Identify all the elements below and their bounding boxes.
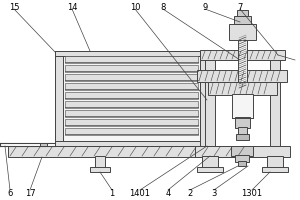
Bar <box>65 101 198 108</box>
Text: 1: 1 <box>110 188 115 198</box>
Bar <box>232 94 253 118</box>
Bar <box>200 50 285 60</box>
Bar <box>208 82 277 95</box>
Bar <box>202 156 218 168</box>
Bar <box>55 141 200 146</box>
Text: 1401: 1401 <box>130 188 151 198</box>
Text: 6: 6 <box>7 188 13 198</box>
Bar <box>229 24 256 40</box>
Bar <box>65 83 198 90</box>
Bar <box>197 70 287 82</box>
Bar <box>200 51 214 146</box>
Text: 1301: 1301 <box>242 188 262 198</box>
Bar <box>270 56 280 146</box>
Bar <box>65 110 198 117</box>
Bar <box>65 128 198 135</box>
Bar <box>262 167 288 172</box>
Text: 7: 7 <box>237 2 243 11</box>
Text: 2: 2 <box>188 188 193 198</box>
Text: 15: 15 <box>9 2 19 11</box>
Bar <box>235 117 250 128</box>
Bar <box>55 51 63 146</box>
Bar <box>55 51 200 146</box>
Text: 8: 8 <box>160 2 166 11</box>
Bar <box>235 155 249 162</box>
Bar <box>65 56 198 63</box>
Bar <box>8 146 263 157</box>
Text: 4: 4 <box>165 188 171 198</box>
Text: 14: 14 <box>67 2 77 11</box>
Bar <box>238 40 247 90</box>
Bar <box>231 146 253 156</box>
Bar <box>236 134 249 140</box>
Text: 17: 17 <box>25 188 35 198</box>
Text: 3: 3 <box>211 188 217 198</box>
Bar <box>65 74 198 81</box>
Bar <box>195 146 290 157</box>
Bar <box>65 65 198 72</box>
Bar <box>65 119 198 126</box>
Bar <box>267 156 283 168</box>
Bar <box>234 16 251 24</box>
Bar <box>65 92 198 99</box>
Bar <box>205 56 215 146</box>
Bar <box>55 51 200 56</box>
Bar <box>237 10 248 16</box>
Text: 9: 9 <box>202 2 208 11</box>
Text: 10: 10 <box>130 2 140 11</box>
Bar <box>238 161 246 166</box>
Bar <box>197 167 223 172</box>
Bar <box>95 156 105 168</box>
Bar <box>90 167 110 172</box>
Bar <box>40 143 47 146</box>
Bar <box>238 127 247 135</box>
